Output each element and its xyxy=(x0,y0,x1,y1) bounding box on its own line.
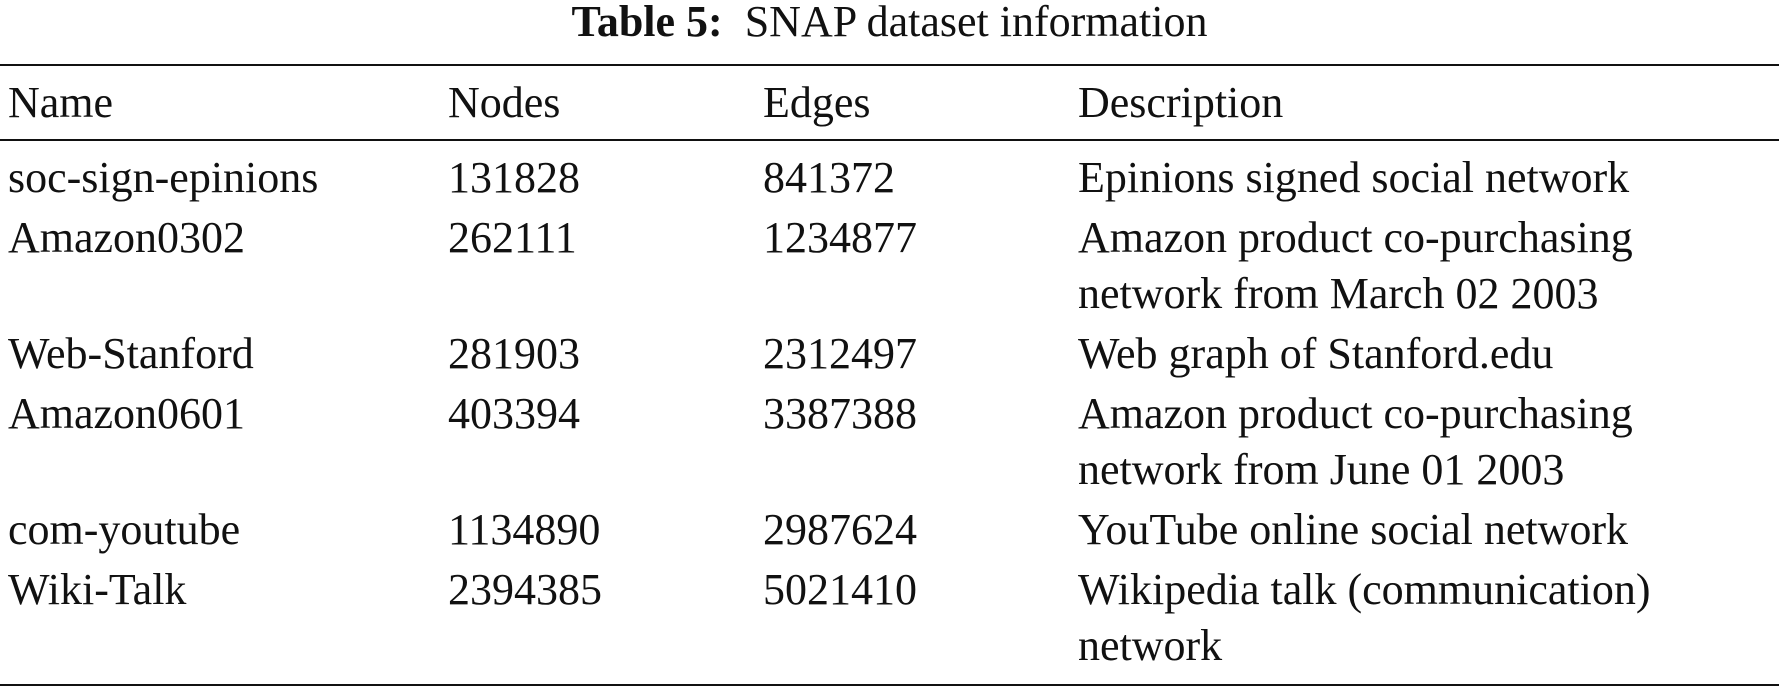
description-line: YouTube online social network xyxy=(1078,505,1629,554)
cell-description: Epinions signed social network xyxy=(1070,140,1779,210)
column-header-name: Name xyxy=(8,78,114,127)
table-row: soc-sign-epinions 131828 841372 Epinions si… xyxy=(0,140,1779,210)
table-header-rule xyxy=(0,139,1779,141)
table-row: Amazon0302 262111 1234877 Amazon product co… xyxy=(0,210,1779,326)
column-header-edges: Edges xyxy=(763,78,871,127)
table-top-rule xyxy=(0,64,1779,66)
cell-description: Amazon product co-purchasing network from… xyxy=(1070,386,1779,502)
cell-edges: 5021410 xyxy=(763,565,917,614)
table-bottom-rule xyxy=(0,684,1779,686)
cell-edges: 2987624 xyxy=(763,505,917,554)
cell-edges: 2312497 xyxy=(763,329,917,378)
cell-description: YouTube online social network xyxy=(1070,502,1779,562)
description-line: Web graph of Stanford.edu xyxy=(1078,329,1554,378)
table-header-row: Name Nodes Edges Description xyxy=(0,66,1779,140)
cell-edges: 841372 xyxy=(763,153,895,202)
column-header-description: Description xyxy=(1078,78,1284,127)
description-line: network from March 02 2003 xyxy=(1078,269,1599,318)
table-body: soc-sign-epinions 131828 841372 Epinions si… xyxy=(0,140,1779,678)
cell-description: Amazon product co-purchasing network from… xyxy=(1070,210,1779,326)
cell-nodes: 1134890 xyxy=(448,505,601,554)
cell-name: Amazon0302 xyxy=(8,213,246,262)
cell-nodes: 403394 xyxy=(448,389,580,438)
cell-name: com-youtube xyxy=(8,505,241,554)
cell-name: Web-Stanford xyxy=(8,329,254,378)
cell-edges: 3387388 xyxy=(763,389,917,438)
cell-description: Wikipedia talk (communication) network xyxy=(1070,562,1779,678)
description-line: network from June 01 2003 xyxy=(1078,445,1565,494)
cell-name: Amazon0601 xyxy=(8,389,246,438)
description-line: Epinions signed social network xyxy=(1078,153,1630,202)
table-row: Amazon0601 403394 3387388 Amazon product co… xyxy=(0,386,1779,502)
dataset-table: Name Nodes Edges Description soc-sign-ep… xyxy=(0,66,1779,678)
description-line: network xyxy=(1078,621,1223,670)
cell-nodes: 131828 xyxy=(448,153,580,202)
table-row: Wiki-Talk 2394385 5021410 Wikipedia talk (c… xyxy=(0,562,1779,678)
cell-name: Wiki-Talk xyxy=(8,565,187,614)
cell-edges: 1234877 xyxy=(763,213,917,262)
description-line: Amazon product co-purchasing xyxy=(1078,389,1633,438)
table-caption-label: Table 5: xyxy=(571,0,723,46)
table-caption-text: SNAP dataset information xyxy=(744,0,1208,46)
cell-nodes: 262111 xyxy=(448,213,577,262)
description-line: Amazon product co-purchasing xyxy=(1078,213,1633,262)
description-line: Wikipedia talk (communication) xyxy=(1078,565,1651,614)
cell-nodes: 2394385 xyxy=(448,565,602,614)
cell-name: soc-sign-epinions xyxy=(8,153,319,202)
table-row: Web-Stanford 281903 2312497 Web graph of St… xyxy=(0,326,1779,386)
cell-nodes: 281903 xyxy=(448,329,580,378)
column-header-nodes: Nodes xyxy=(448,78,561,127)
table-row: com-youtube 1134890 2987624 YouTube online … xyxy=(0,502,1779,562)
table-caption: Table 5: SNAP dataset information xyxy=(0,0,1779,56)
cell-description: Web graph of Stanford.edu xyxy=(1070,326,1779,386)
